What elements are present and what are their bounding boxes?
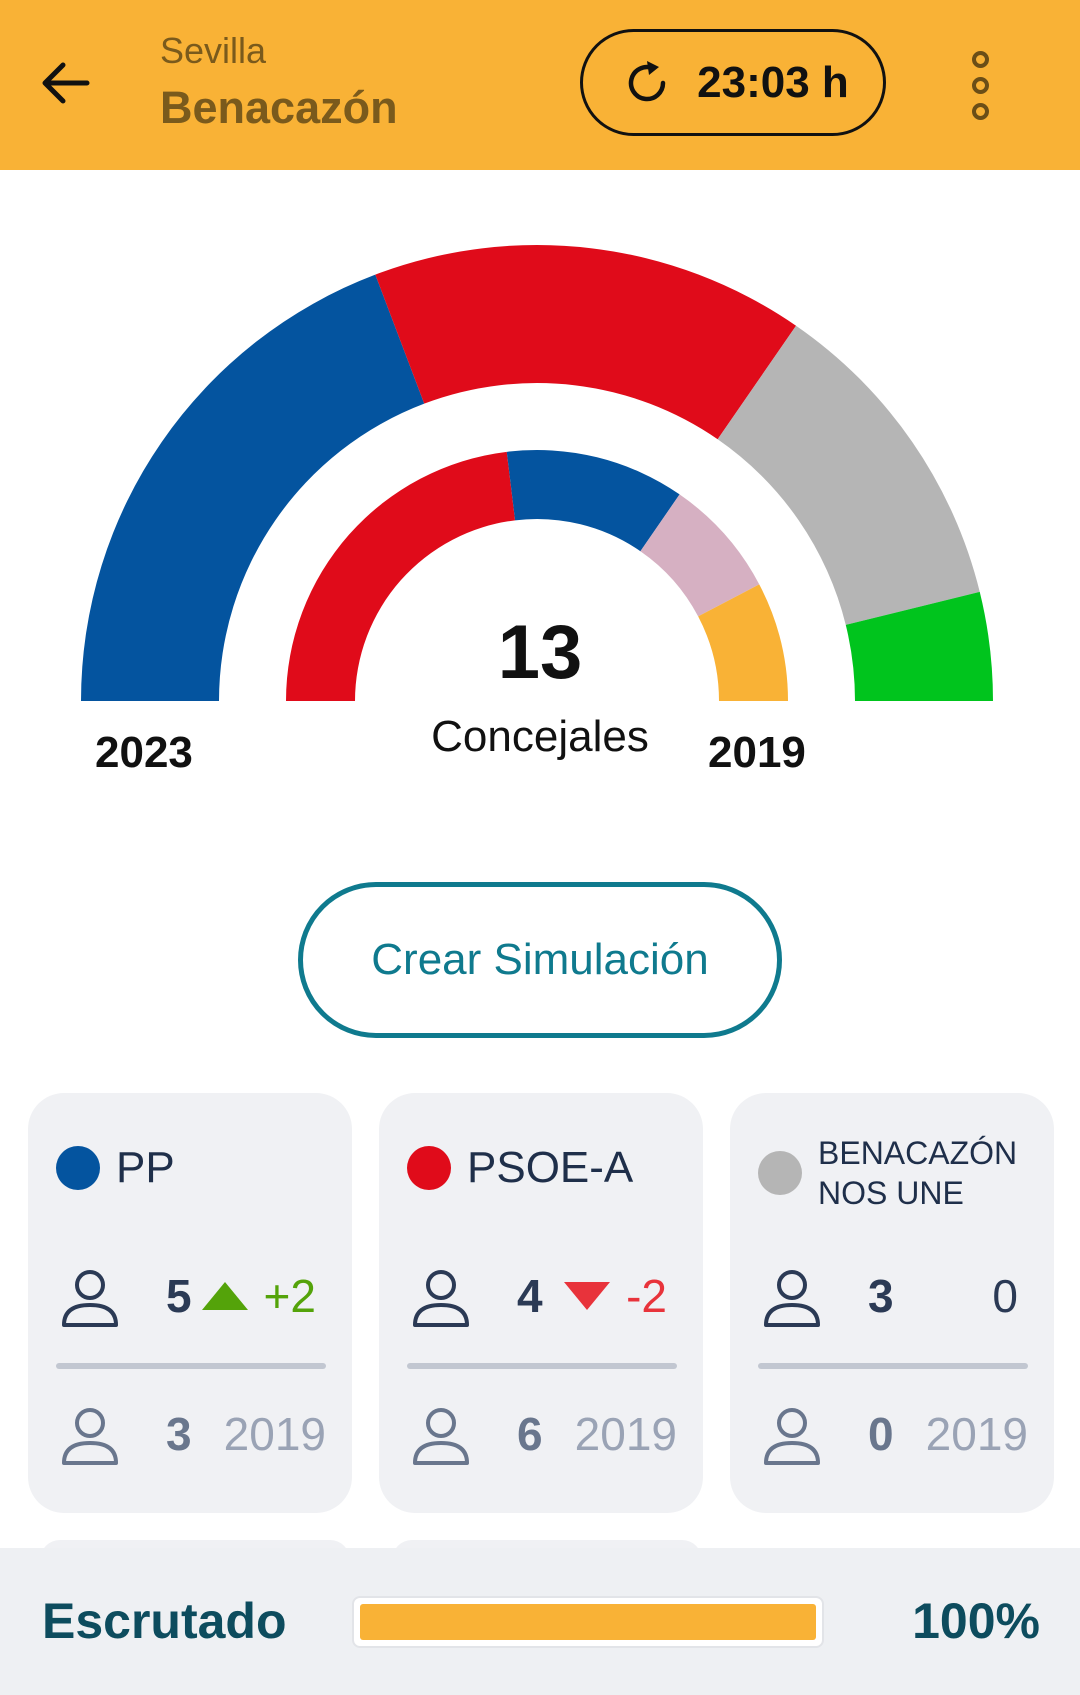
more-options-button[interactable]: [950, 40, 1010, 130]
seat-change-value: +2: [263, 1270, 316, 1322]
current-seats: 3: [868, 1270, 894, 1322]
count-label: Escrutado: [42, 1593, 287, 1649]
more-vertical-icon: [971, 50, 989, 68]
app-bar: Sevilla Benacazón 23:03 h: [0, 0, 1080, 170]
previous-seats-row: 3 2019: [56, 1401, 326, 1481]
count-percent: 100%: [912, 1593, 1040, 1649]
party-card[interactable]: BENACAZÓN NOS UNE 3 0 0 2019: [730, 1093, 1054, 1513]
back-button[interactable]: [30, 48, 100, 118]
inner-ring-year: 2019: [708, 728, 806, 777]
current-seats-row: 4 -2: [407, 1263, 677, 1343]
party-header: PSOE-A: [407, 1143, 633, 1193]
seats-chart: [81, 245, 993, 701]
town-name: Benacazón: [160, 82, 398, 133]
outer-ring-segment: [717, 325, 980, 625]
previous-seats-row: 0 2019: [758, 1401, 1028, 1481]
more-vertical-icon: [971, 76, 989, 94]
location-titles: Sevilla Benacazón: [160, 30, 398, 138]
party-color-dot: [56, 1146, 100, 1190]
seat-change-value: 0: [992, 1270, 1018, 1322]
person-icon: [413, 1408, 469, 1465]
previous-year: 2019: [925, 1408, 1028, 1460]
party-header: PP: [56, 1143, 175, 1193]
divider: [407, 1363, 677, 1369]
previous-seats: 3: [166, 1408, 192, 1460]
divider: [758, 1363, 1028, 1369]
total-seats: 13: [497, 610, 583, 695]
previous-seats: 0: [868, 1408, 894, 1460]
current-seats: 5: [166, 1270, 192, 1322]
current-seats-row: 5 +2: [56, 1263, 326, 1343]
party-card[interactable]: PP 5 +2 3 2019: [28, 1093, 352, 1513]
party-header: BENACAZÓN NOS UNE: [758, 1133, 1028, 1213]
seat-change: 0: [992, 1269, 1018, 1323]
person-icon: [764, 1270, 820, 1327]
create-simulation-button[interactable]: Crear Simulación: [298, 882, 782, 1038]
party-name: PP: [116, 1143, 175, 1192]
count-progress-bar: Escrutado 100%: [0, 1548, 1080, 1695]
previous-seats: 6: [517, 1408, 543, 1460]
arrow-left-icon: [42, 62, 90, 104]
outer-ring-segment: [375, 245, 797, 440]
more-vertical-icon: [971, 102, 989, 120]
party-card[interactable]: PSOE-A 4 -2 6 2019: [379, 1093, 703, 1513]
seat-change: -2: [562, 1269, 667, 1323]
outer-ring-segment: [81, 274, 425, 701]
party-color-dot: [407, 1146, 451, 1190]
inner-ring-segment: [286, 451, 516, 701]
outer-ring-segment: [845, 591, 993, 701]
previous-year: 2019: [223, 1408, 326, 1460]
refresh-icon: [628, 60, 666, 101]
current-seats-row: 3 0: [758, 1263, 1028, 1343]
person-icon: [413, 1270, 469, 1327]
total-seats-label: Concejales: [431, 712, 649, 761]
inner-ring-segment: [506, 450, 680, 552]
previous-seats-row: 6 2019: [407, 1401, 677, 1481]
person-icon: [62, 1408, 118, 1465]
party-name: BENACAZÓN NOS UNE: [818, 1135, 1018, 1211]
triangle-down-icon: [564, 1282, 611, 1310]
previous-year: 2019: [574, 1408, 677, 1460]
person-icon: [62, 1270, 118, 1327]
outer-ring-year: 2023: [95, 728, 193, 777]
region-name: Sevilla: [160, 30, 267, 71]
party-color-dot: [758, 1151, 802, 1195]
progress-track: [352, 1596, 824, 1648]
seat-change-value: -2: [626, 1270, 667, 1322]
refresh-time: 23:03 h: [697, 57, 849, 107]
divider: [56, 1363, 326, 1369]
refresh-button[interactable]: 23:03 h: [580, 29, 886, 136]
progress-fill: [360, 1604, 816, 1640]
seat-change: +2: [200, 1269, 316, 1323]
person-icon: [764, 1408, 820, 1465]
triangle-up-icon: [201, 1282, 248, 1310]
current-seats: 4: [517, 1270, 543, 1322]
inner-ring-segment: [640, 494, 760, 617]
party-name: PSOE-A: [467, 1143, 634, 1192]
inner-ring-segment: [698, 584, 788, 701]
